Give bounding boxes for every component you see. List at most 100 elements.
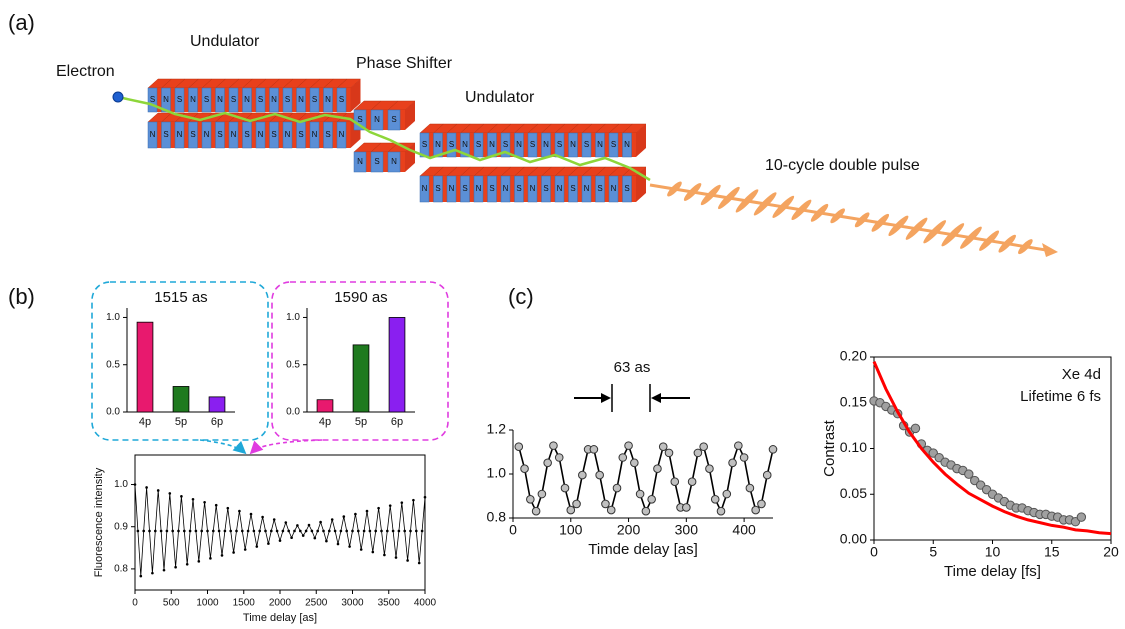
pole-label: N (231, 130, 237, 139)
data-point (322, 530, 325, 533)
pole-label: N (530, 184, 536, 193)
panel-label: (b) (8, 284, 35, 309)
pole-label: S (530, 140, 535, 149)
magnet-side (366, 110, 371, 130)
bar (209, 397, 225, 412)
magnet-side (211, 122, 216, 148)
magnet-side (279, 122, 284, 148)
data-point (209, 557, 212, 560)
pole-label: S (190, 130, 195, 139)
data-point (636, 490, 644, 498)
data-point (308, 524, 311, 527)
x-tick-label: 10 (985, 544, 1001, 560)
pole-label: N (285, 130, 291, 139)
data-point (403, 530, 406, 533)
data-point (174, 566, 177, 569)
data-point (134, 483, 137, 486)
data-point (296, 524, 299, 527)
pole-label: N (312, 130, 318, 139)
data-point (157, 489, 160, 492)
bar (173, 386, 189, 412)
magnet-side (483, 176, 488, 202)
diagram-label: Undulator (190, 33, 260, 50)
y-tick-label: 1.0 (106, 312, 120, 323)
data-point (232, 551, 235, 554)
annotation: 63 as (614, 359, 651, 376)
pole-label: S (624, 184, 629, 193)
data-point (360, 548, 363, 551)
magnet-side (400, 110, 405, 130)
pole-label: N (597, 140, 603, 149)
data-point (337, 543, 340, 546)
data-point (328, 530, 331, 533)
y-tick-label: 0.8 (114, 564, 128, 575)
magnet-side (265, 122, 270, 148)
x-tick-label: 4p (139, 416, 151, 428)
pole-label: N (357, 157, 363, 166)
data-point (180, 495, 183, 498)
data-point (711, 496, 719, 504)
data-point (538, 490, 546, 498)
y-tick-label: 0.0 (106, 407, 120, 418)
data-point (758, 500, 766, 508)
magnet-side (605, 133, 610, 157)
x-tick-label: 5 (929, 544, 937, 560)
data-point (911, 424, 919, 432)
pole-label: S (449, 140, 454, 149)
data-point (412, 499, 415, 502)
magnet-side (537, 176, 542, 202)
y-tick-label: 1.0 (114, 479, 128, 490)
pole-label: S (543, 184, 548, 193)
x-tick-label: 100 (559, 522, 583, 538)
data-point (1077, 513, 1085, 521)
data-point (293, 530, 296, 533)
pole-label: N (271, 95, 277, 104)
data-point (183, 530, 186, 533)
data-point (264, 530, 267, 533)
data-point (319, 521, 322, 524)
data-point (244, 548, 247, 551)
pole-label: S (177, 95, 182, 104)
data-point (363, 530, 366, 533)
x-tick-label: 3000 (341, 598, 364, 609)
y-axis-label: Contrast (821, 419, 838, 477)
pole-label: N (516, 140, 522, 149)
data-point (325, 540, 328, 543)
data-point (200, 530, 203, 533)
magnet-side (524, 133, 529, 157)
pole-label: N (177, 130, 183, 139)
magnet-side (171, 88, 176, 112)
data-point (717, 507, 725, 515)
magnet-side (292, 88, 297, 112)
pole-label: S (557, 140, 562, 149)
magnet-side (252, 122, 257, 148)
y-tick-label: 0.5 (286, 359, 300, 370)
data-point (740, 454, 748, 462)
data-point (671, 478, 679, 486)
pole-label: N (489, 140, 495, 149)
data-point (688, 478, 696, 486)
data-point (311, 530, 314, 533)
pole-label: N (462, 140, 468, 149)
bar (137, 322, 153, 412)
data-point (334, 530, 337, 533)
pole-label: N (449, 184, 455, 193)
plot-frame (135, 455, 425, 590)
data-point (418, 562, 421, 565)
pole-label: S (357, 115, 362, 124)
data-point (203, 501, 206, 504)
x-tick-label: 5p (355, 416, 367, 428)
data-point (192, 498, 195, 501)
pole-label: N (557, 184, 563, 193)
data-point (763, 471, 771, 479)
page: { "panel_labels": ["(a)", "(b)", "(c)"],… (0, 0, 1125, 629)
magnet-side (618, 133, 623, 157)
x-tick-label: 5p (175, 416, 187, 428)
magnet-side (292, 122, 297, 148)
magnet-side (564, 133, 569, 157)
data-point (177, 530, 180, 533)
pole-label: N (325, 95, 331, 104)
data-point (631, 459, 639, 467)
data-point (602, 500, 610, 508)
data-point (665, 449, 673, 457)
